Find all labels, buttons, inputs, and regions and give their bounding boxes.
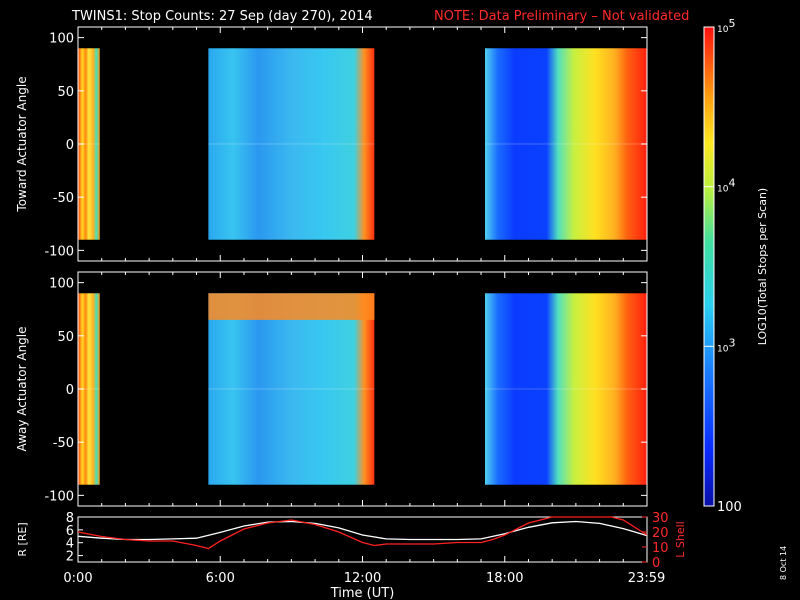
colorbar-tick-exponent: 4 (728, 177, 735, 190)
y-axis-label: Away Actuator Angle (15, 326, 29, 451)
chart-title: TWINS1: Stop Counts: 27 Sep (day 270), 2… (71, 9, 689, 24)
y-tick-label: 100 (49, 277, 74, 292)
y-tick-label: -100 (44, 244, 74, 259)
y-tick-label: -50 (53, 436, 74, 451)
y-tick-label: 8 (66, 511, 74, 526)
right-y-tick-label: 20 (652, 526, 669, 541)
zero-angle-stripe (78, 142, 100, 145)
colorbar: 105 104 103 100 LOG10(Total Stops per Scan) (703, 17, 769, 515)
y-tick-label: 0 (66, 138, 74, 153)
colorbar-tick-label: 103 (717, 336, 735, 354)
x-tick-label: 18:00 (486, 571, 523, 586)
date-stamp: 8 Oct 14 (779, 546, 788, 580)
y-axis-label-left: R [RE] (16, 522, 29, 556)
heatmap-block (78, 48, 100, 240)
l-shell-line (77, 516, 648, 550)
y-tick-label: 50 (57, 85, 74, 100)
zero-angle-stripe (484, 387, 647, 390)
colorbar-tick-exponent: 3 (728, 336, 735, 349)
colorbar-gradient (703, 26, 715, 507)
y-axis-label-right: L Shell (674, 521, 687, 557)
y-tick-label: -50 (53, 191, 74, 206)
x-tick-label: 23:59 (628, 571, 665, 586)
right-y-tick-label: 0 (652, 556, 660, 571)
right-y-tick-label: 10 (652, 541, 669, 556)
y-tick-label: 100 (49, 32, 74, 47)
heatmap-block (208, 293, 375, 485)
right-y-tick-label: 30 (652, 511, 669, 526)
zero-angle-stripe (208, 142, 375, 145)
y-tick-label: 6 (66, 524, 74, 539)
y-tick-label: 0 (66, 383, 74, 398)
x-axis-label: Time (UT) (330, 586, 395, 600)
colorbar-label: LOG10(Total Stops per Scan) (756, 188, 769, 345)
title-note: NOTE: Data Preliminary – Not validated (434, 9, 689, 24)
heatmap-block (208, 48, 375, 240)
heatmap-block (484, 293, 647, 485)
heatmap-block (484, 48, 647, 240)
high-count-band (208, 293, 375, 320)
colorbar-tick-label: 105 (717, 17, 735, 35)
y-tick-label: 50 (57, 330, 74, 345)
x-tick-label: 6:00 (206, 571, 235, 586)
zero-angle-stripe (208, 387, 375, 390)
colorbar-tick-label: 100 (717, 500, 742, 515)
y-axis-label: Toward Actuator Angle (15, 76, 29, 212)
y-tick-label: -100 (44, 489, 74, 504)
title-main: TWINS1: Stop Counts: 27 Sep (day 270), 2… (71, 9, 373, 24)
colorbar-tick-label: 104 (717, 177, 735, 195)
zero-angle-stripe (78, 387, 100, 390)
colorbar-tick-exponent: 5 (728, 17, 735, 30)
x-tick-label: 0:00 (63, 571, 92, 586)
zero-angle-stripe (484, 142, 647, 145)
heatmap-panel-away: 100 50 0 -50 -100 Away Actuator Angle (15, 271, 648, 507)
radial-distance-line (77, 520, 648, 541)
heatmap-block (78, 293, 100, 485)
x-tick-label: 12:00 (344, 571, 381, 586)
heatmap-panel-toward: 100 50 0 -50 -100 Toward Actuator Angle (15, 26, 648, 262)
y-tick-label: 4 (66, 537, 74, 552)
y-tick-label: 2 (66, 550, 74, 565)
